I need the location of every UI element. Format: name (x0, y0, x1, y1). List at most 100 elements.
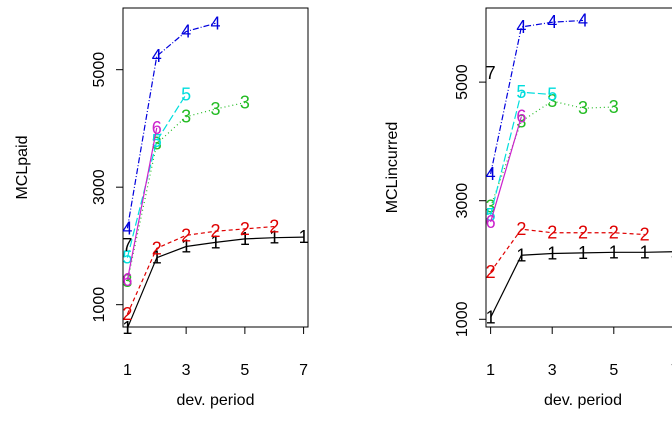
point-marker: 5 (486, 205, 496, 225)
point-marker: 6 (516, 107, 526, 127)
point-marker: 5 (516, 82, 526, 102)
point-marker: 7 (486, 63, 496, 83)
series-6: 66 (122, 118, 161, 290)
series-2: 2 2 2 2 2 2 (486, 219, 650, 282)
series-line (490, 19, 584, 175)
point-marker: 1 (640, 242, 650, 262)
y-axis-title: MCLpaid (14, 135, 31, 199)
series-line (490, 228, 645, 273)
point-marker: 3 (578, 98, 588, 118)
y-tick-label: 3000 (91, 169, 108, 205)
y-tick-label: 1000 (91, 287, 108, 323)
point-marker: 4 (152, 46, 162, 66)
point-marker: 3 (547, 91, 557, 111)
point-marker: 6 (486, 212, 496, 232)
point-marker: 2 (547, 223, 557, 243)
point-marker: 3 (210, 99, 220, 119)
series-7: 7 (486, 63, 496, 83)
point-marker: 4 (181, 21, 191, 41)
point-marker: 3 (516, 111, 526, 131)
series-line (126, 225, 275, 315)
point-marker: 3 (240, 93, 250, 113)
series-line (490, 116, 522, 223)
point-marker: 2 (240, 219, 250, 239)
point-marker: 5 (181, 84, 191, 104)
x-axis-title: dev. period (544, 392, 622, 409)
y-tick-label: 5000 (454, 64, 471, 100)
y-axis: 1000 3000 5000 (454, 64, 486, 337)
point-marker: 4 (486, 164, 496, 184)
point-marker: 1 (299, 227, 309, 247)
point-marker: 4 (122, 218, 132, 238)
y-axis-title: MCLincurred (384, 122, 401, 214)
series-4: 4 4 4 4 (486, 10, 588, 184)
x-tick-label: 3 (182, 362, 191, 379)
point-marker: 1 (269, 228, 279, 248)
point-marker: 1 (609, 242, 619, 262)
y-tick-label: 3000 (454, 183, 471, 219)
series-5: 5 5 5 (122, 84, 191, 267)
point-marker: 3 (486, 197, 496, 217)
x-tick-label: 1 (123, 362, 132, 379)
point-marker: 2 (210, 221, 220, 241)
point-marker: 3 (152, 134, 162, 154)
point-marker: 7 (122, 235, 132, 255)
point-marker: 5 (152, 131, 162, 151)
point-marker: 6 (122, 270, 132, 290)
series-line (126, 101, 245, 282)
series-line (126, 22, 216, 229)
plot-frame (122, 7, 309, 328)
point-marker: 2 (181, 225, 191, 245)
x-tick-label: 1 (486, 362, 495, 379)
y-axis: 1000 3000 5000 (91, 52, 123, 323)
point-marker: 3 (609, 97, 619, 117)
x-tick-label: 5 (240, 362, 249, 379)
point-marker: 2 (640, 225, 650, 245)
x-tick-label: 3 (548, 362, 557, 379)
x-axis: 1 3 5 7 (123, 327, 308, 379)
point-marker: 1 (240, 229, 250, 249)
point-marker: 1 (486, 308, 496, 328)
point-marker: 1 (210, 232, 220, 252)
plot-frame (485, 7, 672, 328)
x-axis-title: dev. period (177, 392, 255, 409)
point-marker: 3 (181, 107, 191, 127)
point-marker: 1 (516, 245, 526, 265)
x-axis: 1 3 5 7 (486, 327, 672, 379)
point-marker: 2 (152, 238, 162, 258)
x-tick-label: 7 (299, 362, 308, 379)
point-marker: 2 (609, 223, 619, 243)
point-marker: 2 (122, 304, 132, 324)
y-tick-label: 5000 (91, 52, 108, 88)
y-tick-label: 1000 (454, 301, 471, 337)
point-marker: 1 (547, 243, 557, 263)
point-marker: 2 (516, 219, 526, 239)
point-marker: 6 (152, 118, 162, 138)
point-marker: 4 (516, 17, 526, 37)
series-6: 66 (486, 107, 527, 233)
x-tick-label: 5 (609, 362, 618, 379)
point-marker: 1 (181, 237, 191, 257)
point-marker: 1 (670, 242, 672, 262)
point-marker: 4 (210, 13, 220, 33)
series-line (126, 236, 304, 329)
point-marker: 1 (578, 243, 588, 263)
series-5: 5 5 5 (486, 82, 558, 225)
point-marker: 2 (486, 262, 496, 282)
point-marker: 2 (578, 223, 588, 243)
series-line (490, 91, 553, 216)
series-line (490, 100, 614, 207)
point-marker: 4 (578, 10, 588, 30)
x-tick-label: 7 (671, 362, 672, 379)
point-marker: 5 (547, 85, 557, 105)
point-marker: 1 (152, 248, 162, 268)
series-3: 333 3 3 (122, 93, 249, 292)
point-marker: 4 (547, 12, 557, 32)
